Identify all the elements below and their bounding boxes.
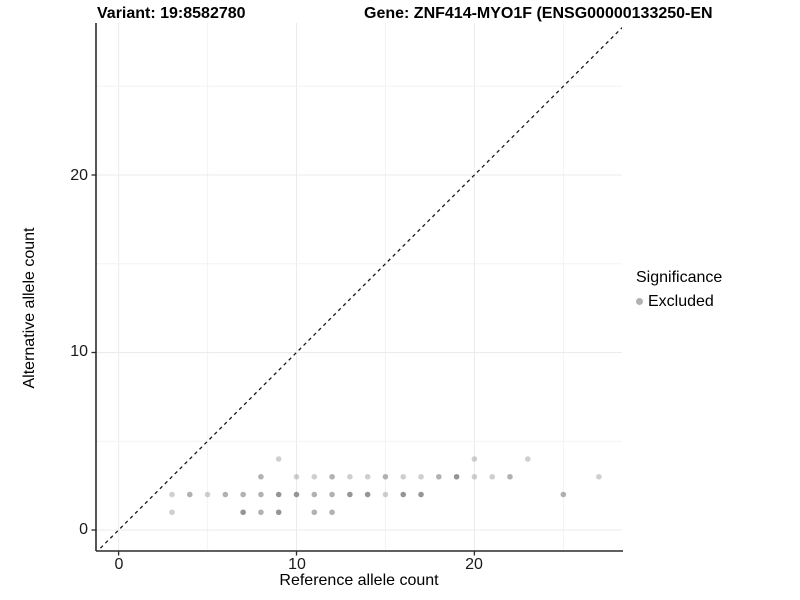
legend: Significance Excluded bbox=[636, 268, 722, 311]
data-point bbox=[329, 491, 335, 498]
data-point bbox=[524, 456, 531, 462]
data-point bbox=[364, 491, 371, 498]
y-axis-tick-label-10: 10 bbox=[70, 343, 88, 360]
data-point bbox=[222, 491, 229, 498]
data-point bbox=[436, 473, 442, 480]
plot-title-variant: Variant: 19:8582780 bbox=[97, 5, 246, 22]
data-point bbox=[400, 473, 407, 480]
data-point bbox=[489, 473, 495, 480]
data-point bbox=[258, 509, 264, 516]
data-point bbox=[311, 491, 318, 498]
data-point bbox=[275, 509, 282, 516]
data-point bbox=[186, 491, 193, 498]
data-point bbox=[258, 491, 264, 498]
identity-line bbox=[96, 26, 622, 551]
legend-title: Significance bbox=[636, 269, 723, 286]
legend-item-excluded: Excluded bbox=[636, 292, 722, 311]
x-axis-tick-label-0: 0 bbox=[114, 556, 124, 573]
data-point bbox=[204, 491, 211, 498]
legend-point-icon bbox=[636, 298, 643, 305]
data-point bbox=[293, 473, 300, 480]
data-point bbox=[382, 473, 389, 480]
data-point bbox=[240, 509, 246, 516]
data-point bbox=[347, 473, 353, 480]
y-axis-tick-label-20: 20 bbox=[70, 167, 88, 184]
data-point bbox=[347, 491, 353, 498]
data-point bbox=[596, 473, 602, 480]
data-point bbox=[507, 473, 513, 480]
data-point bbox=[293, 491, 300, 498]
data-point bbox=[418, 473, 424, 480]
x-axis-tick-label-20: 20 bbox=[465, 556, 483, 573]
data-point bbox=[382, 491, 389, 498]
data-point bbox=[311, 473, 318, 480]
data-point bbox=[418, 491, 424, 498]
data-point bbox=[471, 473, 478, 480]
data-point bbox=[258, 473, 264, 480]
data-point bbox=[275, 456, 282, 462]
legend-item-label: Excluded bbox=[648, 293, 714, 310]
data-point bbox=[240, 491, 246, 498]
data-point bbox=[169, 509, 175, 516]
data-point bbox=[275, 491, 282, 498]
x-axis-tick-label-10: 10 bbox=[288, 556, 306, 573]
data-point bbox=[560, 491, 567, 498]
plot-title-gene: Gene: ZNF414-MYO1F (ENSG00000133250-EN bbox=[364, 5, 713, 22]
data-point bbox=[329, 509, 335, 516]
data-point bbox=[400, 491, 407, 498]
data-point bbox=[364, 473, 371, 480]
data-point bbox=[311, 509, 318, 516]
data-point bbox=[471, 456, 478, 462]
data-point bbox=[169, 491, 175, 498]
data-point bbox=[329, 473, 335, 480]
x-axis-title: Reference allele count bbox=[279, 572, 439, 589]
y-axis-tick-label-0: 0 bbox=[79, 521, 88, 538]
data-point bbox=[453, 473, 460, 480]
y-axis-title: Alternative allele count bbox=[21, 227, 38, 389]
